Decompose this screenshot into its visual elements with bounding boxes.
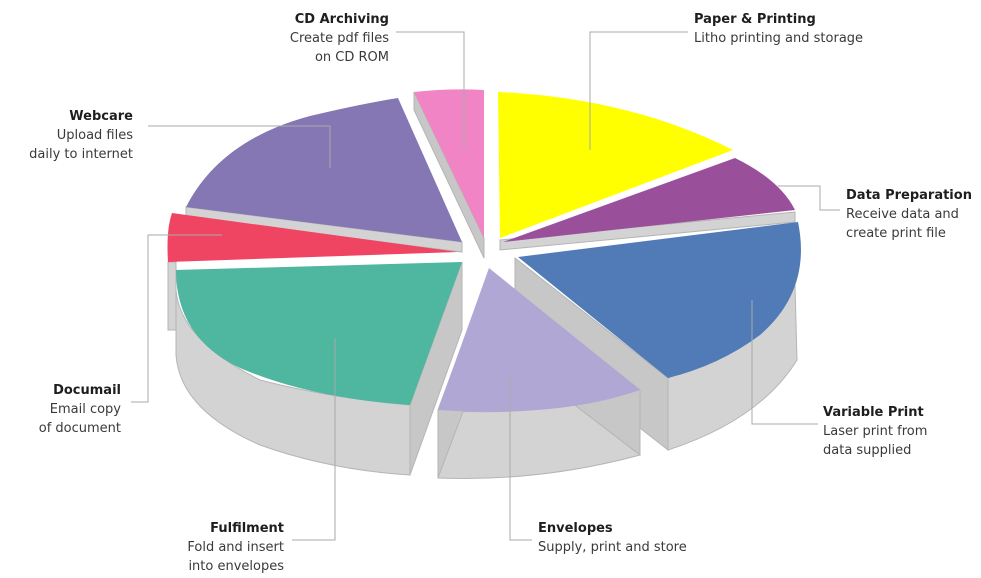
label-cd-archiving: CD Archiving Create pdf files on CD ROM xyxy=(290,10,389,67)
paper-title: Paper & Printing xyxy=(694,12,816,27)
pie-tops xyxy=(167,89,801,412)
data-slice xyxy=(503,158,795,242)
documail-slice xyxy=(167,213,458,262)
documail-desc-2: of document xyxy=(38,421,121,436)
label-envelopes: Envelopes Supply, print and store xyxy=(538,519,687,557)
cd-slice xyxy=(414,89,484,238)
cd-slice-side xyxy=(413,91,485,259)
leader-documail xyxy=(131,234,222,403)
fulfilment-desc-2: into envelopes xyxy=(188,559,284,574)
data-desc-2: create print file xyxy=(846,226,946,241)
paper-slice xyxy=(498,92,733,238)
label-fulfilment: Fulfilment Fold and insert into envelope… xyxy=(187,519,284,576)
webcare-slice xyxy=(186,98,462,242)
leader-paper xyxy=(589,31,688,150)
envelopes-desc-1: Supply, print and store xyxy=(538,540,687,555)
fulfilment-title: Fulfilment xyxy=(210,521,284,536)
label-data-preparation: Data Preparation Receive data and create… xyxy=(846,186,972,243)
documail-desc-1: Email copy xyxy=(49,402,121,417)
cd-desc-2: on CD ROM xyxy=(314,50,389,65)
envelopes-title: Envelopes xyxy=(538,521,613,536)
documail-slice-side xyxy=(167,261,177,331)
fulfilment-slice xyxy=(176,262,462,405)
label-webcare: Webcare Upload files daily to internet xyxy=(29,107,133,164)
label-variable-print: Variable Print Laser print from data sup… xyxy=(823,403,927,460)
cd-title: CD Archiving xyxy=(294,12,389,27)
leader-lines xyxy=(131,31,840,541)
variable-slice xyxy=(518,222,801,378)
leader-cd xyxy=(396,31,465,148)
paper-desc-1: Litho printing and storage xyxy=(694,31,864,46)
cd-desc-1: Create pdf files xyxy=(289,31,389,46)
data-slice-side xyxy=(499,211,796,251)
webcare-desc-1: Upload files xyxy=(56,128,133,143)
label-paper-printing: Paper & Printing Litho printing and stor… xyxy=(694,10,863,48)
variable-desc-1: Laser print from xyxy=(823,424,928,439)
data-title: Data Preparation xyxy=(846,188,972,203)
documail-title: Documail xyxy=(53,383,121,398)
leader-envelopes xyxy=(509,374,532,541)
leader-data xyxy=(778,185,840,211)
webcare-desc-2: daily to internet xyxy=(29,147,133,162)
fulfilment-slice-inner-side xyxy=(409,261,463,476)
variable-title: Variable Print xyxy=(823,405,924,420)
fulfilment-desc-1: Fold and insert xyxy=(187,540,284,555)
envelopes-slice xyxy=(438,268,640,412)
label-documail: Documail Email copy of document xyxy=(39,381,121,438)
webcare-title: Webcare xyxy=(69,109,133,124)
leader-fulfilment xyxy=(292,338,336,541)
variable-desc-2: data supplied xyxy=(823,443,912,458)
data-desc-1: Receive data and xyxy=(846,207,959,222)
leader-variable xyxy=(751,300,818,425)
leader-webcare xyxy=(148,125,331,168)
